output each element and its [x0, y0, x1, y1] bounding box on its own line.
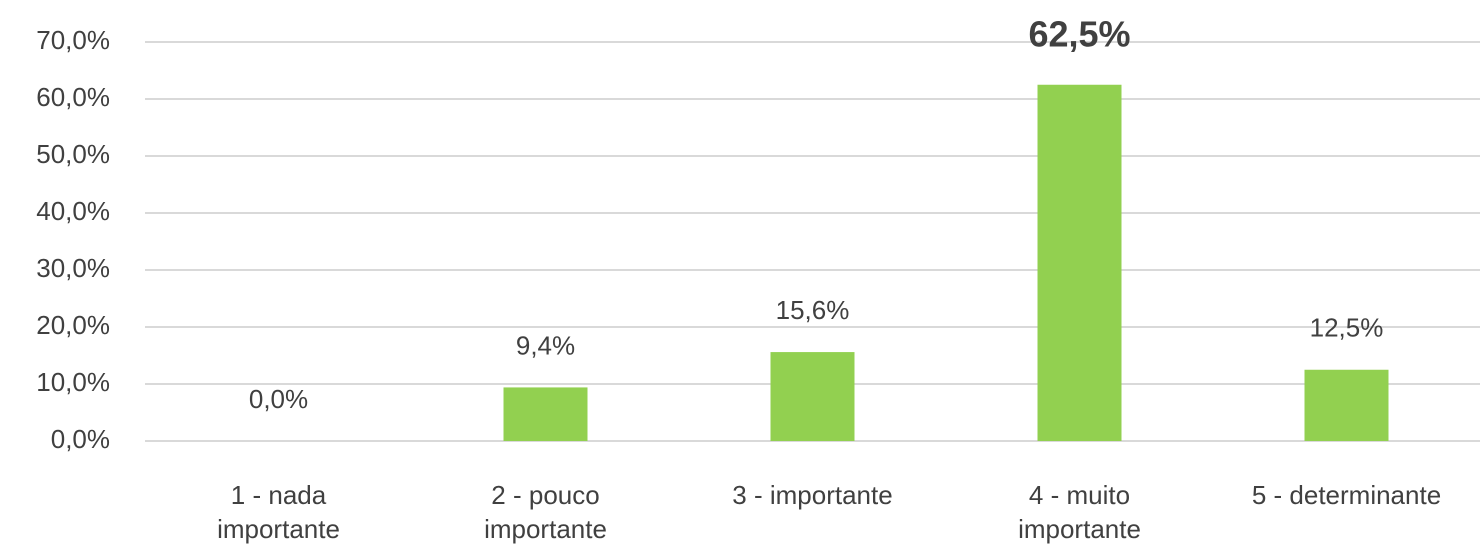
- bar: [1304, 369, 1389, 441]
- bar: [1037, 84, 1122, 441]
- y-tick-label: 40,0%: [36, 196, 110, 226]
- y-tick-label: 70,0%: [36, 25, 110, 55]
- y-tick-label: 0,0%: [51, 424, 110, 454]
- y-tick-label: 20,0%: [36, 310, 110, 340]
- y-tick-label: 50,0%: [36, 139, 110, 169]
- bar: [503, 387, 588, 441]
- bar: [770, 352, 855, 441]
- data-label: 12,5%: [1310, 313, 1384, 343]
- y-tick-label: 60,0%: [36, 82, 110, 112]
- x-tick-label: 1 - nada importante: [217, 480, 340, 544]
- data-label: 15,6%: [776, 295, 850, 325]
- x-tick-label: 4 - muito importante: [1018, 480, 1141, 544]
- x-tick-label: 3 - importante: [732, 480, 893, 510]
- data-label: 0,0%: [249, 384, 308, 414]
- data-label: 9,4%: [516, 330, 575, 360]
- data-label: 62,5%: [1028, 13, 1130, 54]
- y-tick-label: 30,0%: [36, 253, 110, 283]
- x-tick-label: 5 - determinante: [1251, 480, 1442, 510]
- y-tick-label: 10,0%: [36, 367, 110, 397]
- x-tick-label: 2 - pouco importante: [484, 480, 607, 544]
